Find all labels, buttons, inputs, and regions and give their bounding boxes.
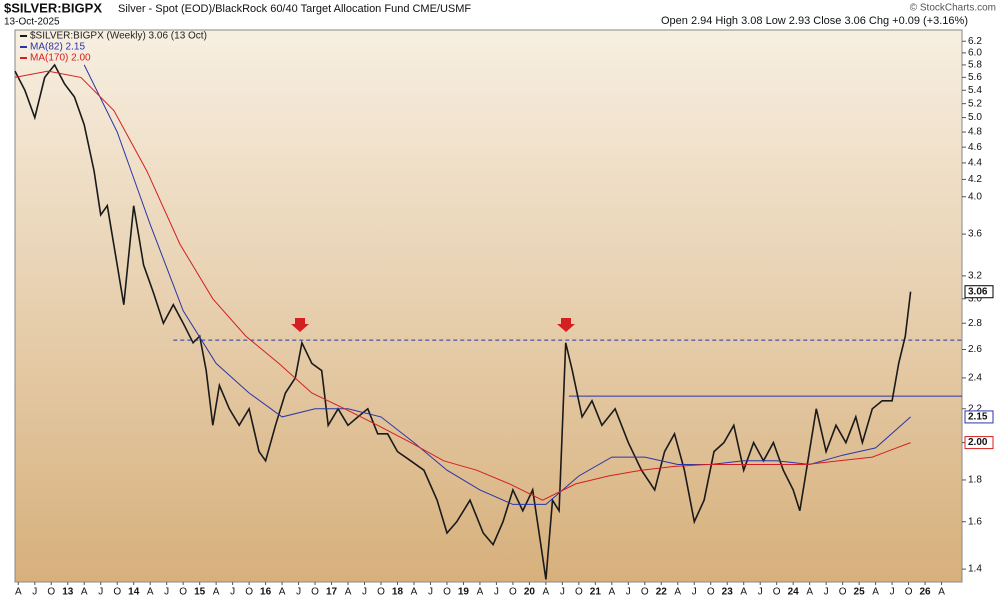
y-tick-label: 4.8 bbox=[968, 127, 982, 138]
x-tick-label: O bbox=[443, 587, 451, 598]
value-tag-label: 3.06 bbox=[968, 286, 988, 297]
x-tick-label: J bbox=[296, 587, 301, 598]
y-tick-label: 2.4 bbox=[968, 373, 982, 384]
x-tick-label: O bbox=[245, 587, 253, 598]
x-tick-label: A bbox=[345, 587, 352, 598]
y-tick-label: 2.6 bbox=[968, 344, 982, 355]
x-tick-label: O bbox=[707, 587, 715, 598]
y-tick-label: 2.8 bbox=[968, 318, 982, 329]
y-tick-label: 5.8 bbox=[968, 60, 982, 71]
x-tick-label: O bbox=[377, 587, 385, 598]
x-tick-label: O bbox=[179, 587, 187, 598]
quote: Open 2.94 High 3.08 Low 2.93 Close 3.06 … bbox=[661, 15, 968, 27]
x-tick-label: J bbox=[362, 587, 367, 598]
legend-label: MA(82) 2.15 bbox=[30, 42, 85, 53]
y-tick-label: 5.0 bbox=[968, 112, 982, 123]
value-tag bbox=[964, 410, 994, 424]
x-tick-label: 18 bbox=[392, 587, 404, 598]
y-tick-label: 4.2 bbox=[968, 174, 982, 185]
x-tick-label: 24 bbox=[788, 587, 800, 598]
x-tick-label: A bbox=[674, 587, 681, 598]
value-tag bbox=[964, 285, 994, 299]
x-tick-label: J bbox=[494, 587, 499, 598]
x-tick-label: 25 bbox=[854, 587, 866, 598]
x-tick-label: O bbox=[113, 587, 121, 598]
x-tick-label: 23 bbox=[722, 587, 734, 598]
x-tick-label: 20 bbox=[524, 587, 536, 598]
value-tag bbox=[964, 436, 994, 450]
x-tick-label: 14 bbox=[128, 587, 140, 598]
y-tick-label: 3.6 bbox=[968, 229, 982, 240]
x-tick-label: A bbox=[543, 587, 550, 598]
x-tick-label: A bbox=[15, 587, 22, 598]
x-tick-label: O bbox=[47, 587, 55, 598]
x-tick-label: 19 bbox=[458, 587, 470, 598]
x-tick-label: A bbox=[147, 587, 154, 598]
y-tick-label: 5.6 bbox=[968, 72, 982, 83]
x-tick-label: O bbox=[311, 587, 319, 598]
x-tick-label: A bbox=[740, 587, 747, 598]
x-tick-label: J bbox=[32, 587, 37, 598]
x-tick-label: 26 bbox=[920, 587, 932, 598]
x-tick-label: J bbox=[560, 587, 565, 598]
y-tick-label: 1.8 bbox=[968, 475, 982, 486]
value-tag-label: 2.00 bbox=[968, 437, 988, 448]
y-tick-label: 2.2 bbox=[968, 403, 982, 414]
y-tick-label: 6.2 bbox=[968, 36, 982, 47]
x-tick-label: A bbox=[81, 587, 88, 598]
series-line bbox=[14, 70, 911, 501]
x-tick-label: O bbox=[905, 587, 913, 598]
x-tick-label: J bbox=[626, 587, 631, 598]
x-tick-label: A bbox=[872, 587, 879, 598]
series-line bbox=[14, 63, 912, 580]
y-tick-label: 4.6 bbox=[968, 142, 982, 153]
y-tick-label: 4.4 bbox=[968, 158, 982, 169]
x-tick-label: 21 bbox=[590, 587, 602, 598]
x-tick-label: J bbox=[164, 587, 169, 598]
x-tick-label: A bbox=[938, 587, 945, 598]
x-tick-label: J bbox=[824, 587, 829, 598]
legend-label: MA(170) 2.00 bbox=[30, 53, 91, 64]
x-tick-label: O bbox=[773, 587, 781, 598]
x-tick-label: O bbox=[509, 587, 517, 598]
x-tick-label: A bbox=[477, 587, 484, 598]
y-tick-label: 5.4 bbox=[968, 85, 982, 96]
subtitle: Silver - Spot (EOD)/BlackRock 60/40 Targ… bbox=[118, 3, 471, 15]
y-tick-label: 3.2 bbox=[968, 271, 982, 282]
y-tick-label: 6.0 bbox=[968, 48, 982, 59]
value-tag-label: 2.15 bbox=[968, 412, 988, 423]
x-tick-label: O bbox=[575, 587, 583, 598]
x-tick-label: 13 bbox=[62, 587, 74, 598]
date: 13-Oct-2025 bbox=[4, 17, 60, 28]
arrow bbox=[291, 318, 309, 332]
x-tick-label: O bbox=[839, 587, 847, 598]
x-tick-label: 22 bbox=[656, 587, 668, 598]
legend-label: $SILVER:BIGPX (Weekly) 3.06 (13 Oct) bbox=[30, 31, 207, 42]
y-tick-label: 1.6 bbox=[968, 516, 982, 527]
arrow bbox=[557, 318, 575, 332]
x-tick-label: A bbox=[806, 587, 813, 598]
x-tick-label: A bbox=[411, 587, 418, 598]
x-tick-label: J bbox=[758, 587, 763, 598]
y-tick-label: 5.2 bbox=[968, 98, 982, 109]
y-tick-label: 1.4 bbox=[968, 564, 982, 575]
x-tick-label: A bbox=[213, 587, 220, 598]
series-line bbox=[83, 64, 911, 505]
y-tick-label: 3.0 bbox=[968, 293, 982, 304]
x-tick-label: O bbox=[641, 587, 649, 598]
credit: © StockCharts.com bbox=[910, 3, 996, 14]
x-tick-label: A bbox=[608, 587, 615, 598]
y-tick-label: 4.0 bbox=[968, 191, 982, 202]
x-tick-label: J bbox=[230, 587, 235, 598]
x-tick-label: J bbox=[428, 587, 433, 598]
x-tick-label: J bbox=[890, 587, 895, 598]
chart-title: $SILVER:BIGPX bbox=[4, 0, 102, 15]
x-tick-label: 16 bbox=[260, 587, 272, 598]
x-tick-label: 15 bbox=[194, 587, 206, 598]
x-tick-label: 17 bbox=[326, 587, 338, 598]
x-tick-label: J bbox=[98, 587, 103, 598]
x-tick-label: A bbox=[279, 587, 286, 598]
x-tick-label: J bbox=[692, 587, 697, 598]
